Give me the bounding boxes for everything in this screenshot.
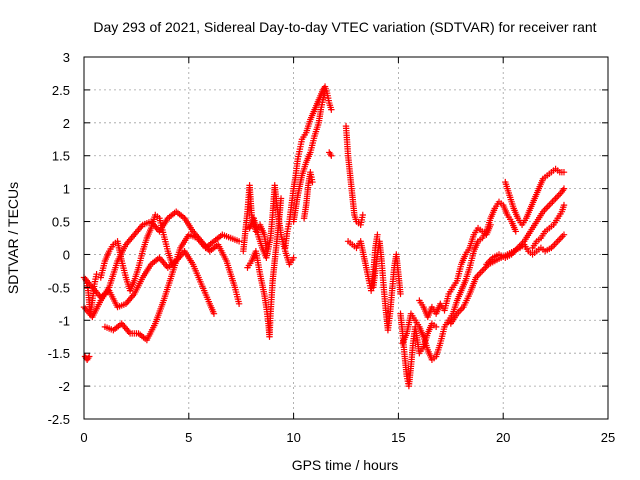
y-tick-label: 0.5	[52, 215, 70, 230]
x-tick-label: 25	[601, 430, 615, 445]
data-point	[432, 323, 440, 331]
x-tick-label: 5	[185, 430, 192, 445]
data-point	[328, 152, 335, 159]
data-point	[560, 185, 568, 192]
y-tick-label: -2.5	[48, 412, 70, 427]
y-axis-label: SDTVAR / TECUs	[5, 182, 21, 294]
axis-ticks: 0 5 10 15 20 25 -2.5 -2 -1.5 -1 -0.5 0 0.5 1 1.5 2 2.5 3	[48, 50, 616, 445]
y-tick-label: 0	[63, 247, 70, 262]
data-point	[210, 310, 218, 317]
data-point	[397, 290, 404, 298]
y-tick-label: -2	[58, 379, 70, 394]
series-trace-10	[290, 90, 329, 225]
data-point	[168, 261, 176, 268]
series-trace-22	[529, 201, 568, 252]
y-tick-label: 3	[63, 50, 70, 65]
data-point	[290, 254, 297, 261]
data-point	[487, 221, 494, 229]
data-point	[93, 271, 100, 278]
x-tick-label: 10	[286, 430, 300, 445]
data-point	[560, 231, 568, 238]
y-tick-label: 1.5	[52, 149, 70, 164]
y-tick-label: 2.5	[52, 83, 70, 98]
data-point	[235, 238, 243, 245]
plot-frame	[83, 56, 609, 420]
series-trace-18	[416, 221, 494, 321]
series-trace-11	[300, 168, 316, 222]
series-trace-21	[502, 165, 568, 229]
series-trace-13	[342, 122, 366, 229]
series-trace-5	[81, 353, 93, 363]
y-tick-label: -0.5	[48, 280, 70, 295]
data-point	[359, 211, 366, 219]
series-trace-4	[101, 231, 243, 344]
x-tick-label: 0	[80, 430, 87, 445]
y-tick-label: 1	[63, 182, 70, 197]
series-trace-20	[483, 185, 568, 268]
series-trace-23	[82, 271, 100, 317]
x-axis-label: GPS time / hours	[292, 457, 399, 473]
series-trace-9	[282, 83, 335, 252]
x-tick-label: 15	[391, 430, 405, 445]
data-point	[512, 228, 519, 235]
y-tick-label: -1	[58, 313, 70, 328]
data-point	[309, 178, 316, 186]
data-marks	[80, 83, 568, 390]
y-tick-label: 2	[63, 116, 70, 131]
series-trace-8	[246, 182, 297, 268]
x-tick-label: 20	[496, 430, 510, 445]
data-point	[560, 201, 568, 209]
y-tick-label: -1.5	[48, 346, 70, 361]
data-point	[328, 106, 335, 113]
series-trace-16	[397, 310, 440, 390]
data-point	[86, 353, 93, 360]
data-point	[321, 90, 329, 97]
series-trace-15	[370, 238, 404, 334]
series-trace-3	[97, 211, 176, 294]
series-trace-12	[326, 149, 335, 159]
data-point	[374, 231, 381, 238]
data-point	[560, 168, 568, 176]
chart-title: Day 293 of 2021, Sidereal Day-to-day VTE…	[93, 19, 596, 35]
data-point	[235, 300, 243, 308]
